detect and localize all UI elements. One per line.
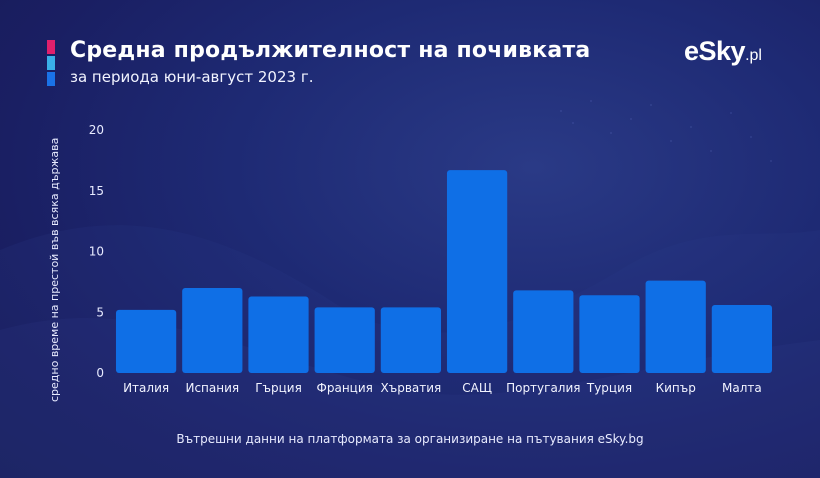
esky-logo: eSky.pl: [684, 36, 762, 67]
x-tick-label: Малта: [722, 381, 762, 395]
chart-subtitle: за периода юни-август 2023 г.: [70, 68, 314, 86]
chart-title: Средна продължителност на почивката: [70, 38, 591, 63]
x-tick-label: САЩ: [462, 381, 492, 395]
y-tick-label: 20: [89, 123, 104, 137]
x-tick-label: Турция: [586, 381, 632, 395]
accent-bar-blue: [47, 72, 55, 86]
y-tick-label: 5: [96, 305, 104, 319]
bar-2: [182, 287, 243, 373]
bar-9: [645, 280, 706, 373]
x-tick-label: Италия: [123, 381, 169, 395]
bar-7: [513, 290, 574, 373]
x-tick-label: Хърватия: [381, 381, 442, 395]
accent-bar-pink: [47, 40, 55, 54]
bar-6: [446, 170, 508, 373]
bar-5: [380, 307, 442, 373]
x-tick-label: Португалия: [506, 381, 580, 395]
x-tick-label: Испания: [185, 381, 239, 395]
x-tick-label: Кипър: [656, 381, 696, 395]
bar-8: [579, 295, 640, 373]
bar-3: [248, 296, 309, 373]
x-tick-label: Франция: [317, 381, 373, 395]
accent-bar-cyan: [47, 56, 55, 70]
y-tick-label: 10: [89, 245, 104, 259]
logo-suffix: .pl: [745, 47, 762, 64]
bar-4: [314, 307, 375, 373]
x-tick-label: Гърция: [255, 381, 302, 395]
y-tick-label: 0: [96, 366, 104, 380]
y-tick-label: 15: [89, 184, 104, 198]
source-note: Вътрешни данни на платформата за организ…: [176, 432, 644, 446]
bar-10: [711, 304, 773, 373]
logo-main: eSky: [684, 36, 746, 66]
bar-1: [115, 309, 177, 373]
